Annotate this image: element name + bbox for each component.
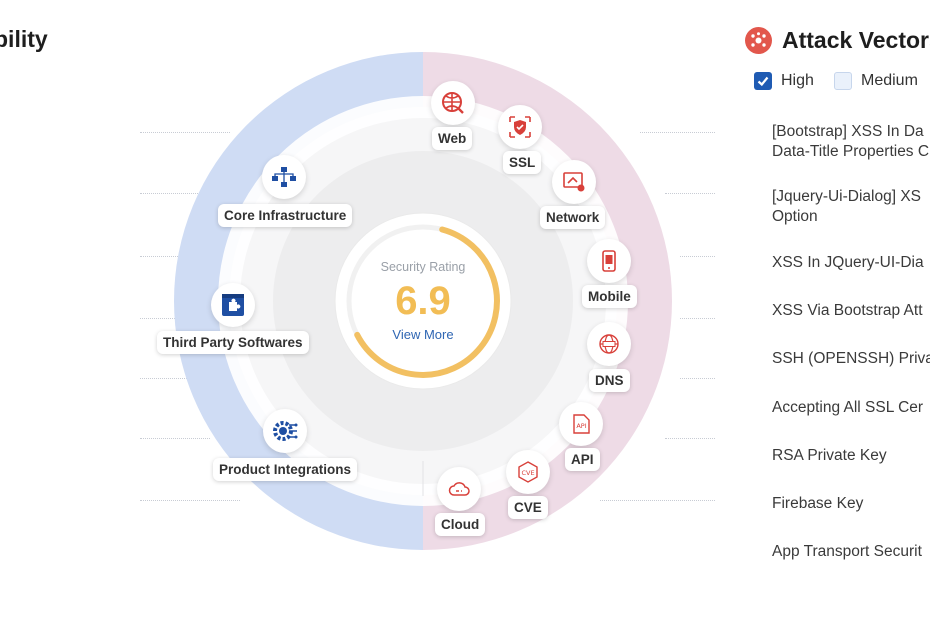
view-more-link[interactable]: View More [392, 327, 454, 342]
guide-line [140, 378, 195, 379]
gauge-disc [334, 212, 512, 390]
security-gauge-arc [354, 226, 500, 378]
node-label-mobile[interactable]: Mobile [582, 285, 637, 308]
node-label-api[interactable]: API [565, 448, 600, 471]
attack-vector-item[interactable]: [Bootstrap] XSS In Da Data-Title Propert… [772, 123, 930, 160]
network-icon[interactable] [552, 160, 596, 204]
checkmark-icon [757, 76, 769, 87]
node-label-product-integrations[interactable]: Product Integrations [213, 458, 358, 481]
node-label-dns[interactable]: DNS [589, 369, 630, 392]
attack-vector-item[interactable]: RSA Private Key [772, 447, 887, 464]
mobile-icon[interactable] [587, 239, 631, 283]
section-title: bility [0, 26, 48, 52]
high-label: High [781, 72, 814, 89]
guide-line [680, 256, 715, 257]
node-label-third-party-softwares[interactable]: Third Party Softwares [157, 331, 309, 354]
api-icon[interactable]: API [559, 402, 603, 446]
guide-line [140, 318, 195, 319]
puzzle-icon[interactable] [211, 283, 255, 327]
guide-line [140, 193, 230, 194]
guide-line [640, 132, 715, 133]
guide-line [140, 132, 230, 133]
svg-text:API: API [576, 422, 586, 430]
attack-vector-item[interactable]: Firebase Key [772, 495, 864, 512]
attack-vector-item[interactable]: Accepting All SSL Cer [772, 399, 924, 416]
dns-globe-icon[interactable] [587, 322, 631, 366]
medium-label: Medium [861, 72, 918, 89]
attack-vectors-icon [745, 27, 772, 54]
shield-icon[interactable] [498, 105, 542, 149]
guide-line [680, 318, 715, 319]
high-checkbox[interactable] [754, 72, 772, 90]
guide-line [140, 438, 210, 439]
guide-line [140, 500, 240, 501]
attack-vector-item[interactable]: SSH (OPENSSH) Priva [772, 350, 930, 367]
node-label-web[interactable]: Web [432, 127, 473, 150]
node-label-cve[interactable]: CVE [508, 496, 548, 519]
filter-high[interactable]: High [754, 72, 814, 90]
node-label-network[interactable]: Network [540, 206, 606, 229]
attack-vector-item[interactable]: XSS Via Bootstrap Att [772, 302, 923, 319]
guide-line [600, 500, 715, 501]
attack-vector-item[interactable]: [Jquery-Ui-Dialog] XS Option [772, 188, 922, 225]
cloud-icon[interactable] [437, 467, 481, 511]
guide-line [680, 378, 715, 379]
attack-vector-item[interactable]: XSS In JQuery-UI-Dia [772, 254, 924, 271]
svg-text:CVE: CVE [521, 469, 534, 477]
security-rating-value: 6.9 [395, 279, 451, 323]
node-label-core-infrastructure[interactable]: Core Infrastructure [218, 204, 353, 227]
node-label-cloud[interactable]: Cloud [435, 513, 486, 536]
node-label-ssl[interactable]: SSL [503, 151, 542, 174]
network-diagram-icon[interactable] [262, 155, 306, 199]
globe-icon[interactable] [431, 81, 475, 125]
cve-icon[interactable]: CVE [506, 450, 550, 494]
guide-line [665, 193, 715, 194]
guide-line [665, 438, 715, 439]
integration-gear-icon[interactable] [263, 409, 307, 453]
attack-vectors-title: Attack Vectors [782, 27, 930, 53]
medium-checkbox[interactable] [834, 72, 852, 90]
security-rating-label: Security Rating [380, 260, 466, 274]
filter-medium[interactable]: Medium [834, 72, 918, 90]
guide-line [140, 256, 200, 257]
attack-vector-item[interactable]: App Transport Securit [772, 543, 922, 560]
